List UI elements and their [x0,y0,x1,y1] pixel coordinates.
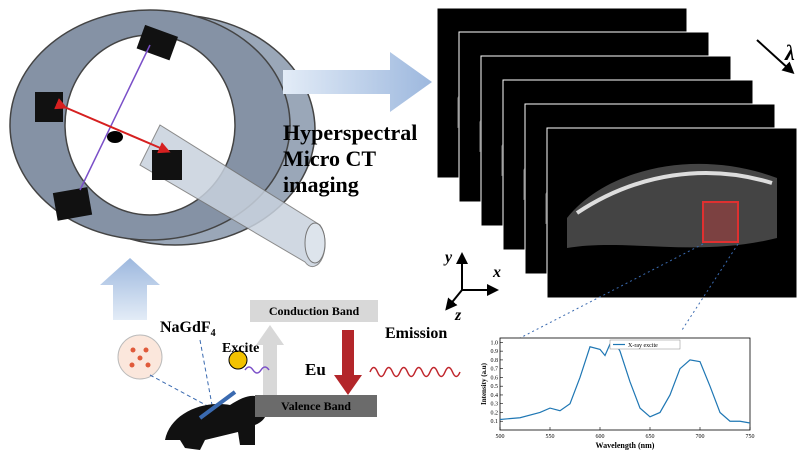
axis-label: y [443,249,453,266]
ct-gantry [10,10,325,267]
y-tick-label: 0.6 [491,375,499,381]
axis-label: z [454,307,462,324]
title-line: Hyperspectral [283,120,417,145]
y-tick-label: 0.9 [491,349,499,355]
x-tick-label: 600 [596,434,605,440]
y-tick-label: 0.7 [491,367,499,373]
axes-triad [449,258,493,306]
y-tick-label: 1.0 [491,340,499,346]
band-label: Valence Band [281,399,351,413]
axis-label: x [492,264,501,281]
y-axis-label: Intensity (a.u) [480,362,488,405]
x-axis-label: Wavelength (nm) [596,441,655,450]
excite-arrow [256,325,284,395]
emission-label: Emission [385,325,447,342]
inset-chart: 500 550 600 650 700 750 0.1 0.2 0.3 0.4 0.5 0.6 0.7 0… [480,338,755,450]
y-tick-label: 0.5 [491,384,499,390]
ct-stack [437,8,797,298]
element-label: Eu [305,360,326,379]
lambda: λ [784,40,795,65]
x-tick-label: 750 [746,434,755,440]
title-line: Micro CT [283,146,376,171]
roi-box [703,202,738,242]
probe-label: NaGdF4 [160,319,216,339]
excite-label: Excite [222,341,259,356]
figure: Hyperspectral Micro CT imaging λ y x z N… [0,0,797,454]
x-tick-label: 700 [696,434,705,440]
x-tick-label: 650 [646,434,655,440]
band-label: Conduction Band [269,304,360,318]
guide [200,340,212,405]
x-tick-label: 500 [496,434,505,440]
emission-arrow [334,330,362,395]
y-tick-label: 0.3 [491,402,499,408]
y-tick-label: 0.1 [491,419,499,425]
y-tick-label: 0.4 [491,393,499,399]
probe-text: NaGdF [160,319,211,336]
emission-wave [370,368,460,377]
legend-label: X-ray excite [628,343,658,349]
guide [150,375,215,410]
imaging-title: Hyperspectral Micro CT imaging [283,120,423,197]
x-tick-label: 550 [546,434,555,440]
y-tick-label: 0.2 [491,410,499,416]
probe-subscript: 4 [211,328,216,339]
title-line: imaging [283,172,359,197]
y-tick-label: 0.8 [491,358,499,364]
arrow-up [100,258,160,320]
plot-frame [500,338,750,430]
